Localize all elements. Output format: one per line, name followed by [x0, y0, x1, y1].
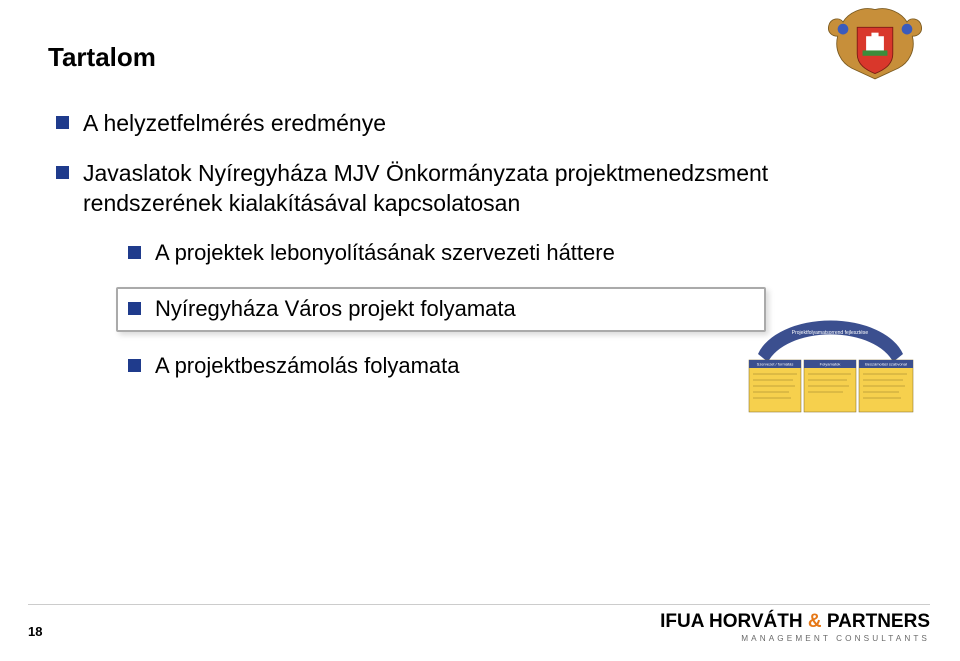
bullet-item-highlighted: Nyíregyháza Város projekt folyamata [116, 287, 766, 332]
mini-diagram: Projektfolyamatsorrend fejlesztése Szerv… [743, 310, 918, 420]
footer-logo-subtitle: MANAGEMENT CONSULTANTS [660, 634, 930, 643]
footer-logo-text-a: IFUA HORVÁTH [660, 611, 808, 632]
bullet-item: Javaslatok Nyíregyháza MJV Önkormányzata… [56, 159, 912, 219]
bullet-text: A projektek lebonyolításának szervezeti … [155, 239, 615, 268]
footer-logo-amp: & [808, 611, 822, 632]
bullet-text: A helyzetfelmérés eredménye [83, 109, 386, 139]
diagram-arc-label: Projektfolyamatsorrend fejlesztése [792, 330, 869, 336]
slide-title: Tartalom [48, 42, 912, 73]
diagram-panel-title: Folyamatok [820, 362, 841, 367]
bullet-text: Javaslatok Nyíregyháza MJV Önkormányzata… [83, 159, 912, 219]
bullet-text: Nyíregyháza Város projekt folyamata [155, 295, 516, 324]
coat-of-arms-logo [820, 6, 930, 86]
bullet-item: A projektek lebonyolításának szervezeti … [128, 239, 912, 268]
bullet-text: A projektbeszámolás folyamata [155, 352, 460, 381]
bullet-square-icon [128, 302, 141, 315]
footer-logo-text-b: PARTNERS [822, 611, 930, 632]
bullet-item: A helyzetfelmérés eredménye [56, 109, 912, 139]
footer-logo: IFUA HORVÁTH & PARTNERS MANAGEMENT CONSU… [660, 611, 930, 643]
diagram-panel-title: Szervezet / formátás [757, 362, 794, 367]
diagram-panel-title: Beszámolási szabvonal [865, 362, 907, 367]
page-number: 18 [28, 624, 42, 639]
bullet-square-icon [56, 166, 69, 179]
bullet-square-icon [128, 246, 141, 259]
bullet-square-icon [128, 359, 141, 372]
footer-separator [28, 604, 930, 605]
bullet-square-icon [56, 116, 69, 129]
